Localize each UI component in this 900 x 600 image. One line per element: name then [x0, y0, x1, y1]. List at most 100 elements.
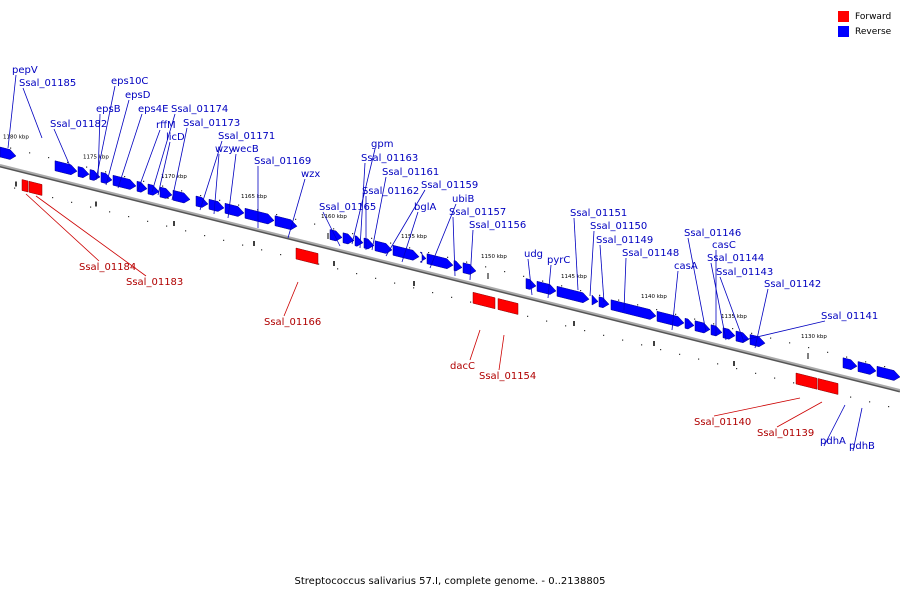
gene-label: dacC	[450, 361, 475, 372]
reverse-gene	[857, 361, 877, 375]
track-dot	[124, 176, 126, 178]
gene-label: Ssal_01142	[764, 279, 821, 290]
legend-forward-label: Forward	[855, 11, 892, 22]
track-dot	[865, 361, 867, 363]
reverse-gene	[208, 198, 225, 212]
track-dot	[447, 256, 449, 258]
gene-label: Ssal_01150	[590, 221, 647, 232]
track-dot	[432, 292, 434, 294]
legend-forward: Forward	[838, 9, 900, 24]
track-dot	[413, 287, 415, 289]
track-dot	[143, 180, 145, 182]
reverse-gene	[876, 365, 900, 381]
gene-label: bglA	[414, 202, 436, 213]
track-dot	[751, 332, 753, 334]
tick-label: 1170 kbp	[161, 174, 187, 180]
track-dot	[333, 228, 335, 230]
leader-line	[469, 229, 474, 281]
leader-line	[589, 230, 595, 297]
track-dot	[181, 190, 183, 192]
track-dot	[48, 157, 50, 159]
tick-label: 1155 kbp	[401, 234, 427, 240]
gene-label: Ssal_01144	[707, 253, 764, 264]
gene-label: Ssal_01141	[821, 311, 878, 322]
gene-label: pyrC	[547, 255, 570, 266]
track-dot	[147, 220, 149, 222]
reverse-gene	[453, 260, 463, 272]
track-dot	[185, 230, 187, 232]
leader-line	[322, 211, 341, 247]
gene-label: gpm	[371, 139, 393, 150]
track-dot	[565, 325, 567, 327]
gene-label: wzy	[215, 144, 234, 155]
leader-line	[97, 113, 101, 179]
track-dot	[371, 237, 373, 239]
reverse-gene	[342, 232, 355, 245]
leader-line	[157, 141, 171, 196]
track-dot	[295, 218, 297, 220]
legend-reverse: Reverse	[838, 24, 900, 39]
track-dot	[546, 320, 548, 322]
gene-label: Ssal_01171	[218, 131, 275, 142]
leader-line	[623, 257, 627, 311]
reverse-gene	[224, 202, 245, 217]
reverse-gene	[462, 262, 477, 275]
track-dot	[337, 268, 339, 270]
leader-line	[22, 87, 43, 139]
gene-label: Ssal_01165	[319, 202, 376, 213]
tick-label: 1145 kbp	[561, 274, 587, 280]
gene-label: wzx	[301, 169, 320, 180]
reverse-gene	[354, 235, 364, 247]
track-dot	[390, 242, 392, 244]
gene-label: Ssal_01183	[126, 277, 183, 288]
gene-label: Ssal_01157	[449, 207, 506, 218]
forward-gene	[21, 179, 29, 193]
reverse-gene	[112, 174, 137, 190]
track-dot	[466, 261, 468, 263]
reverse-gene	[195, 195, 209, 208]
gene-label: Ssal_01146	[684, 228, 741, 239]
gene-label: epsD	[125, 90, 151, 101]
track-dot	[280, 254, 282, 256]
leader-line	[743, 320, 826, 341]
leader-line	[35, 195, 147, 277]
tick-label: 1130 kbp	[801, 334, 827, 340]
track-dot	[314, 223, 316, 225]
reverse-gene	[392, 244, 420, 261]
gene-label: Ssal_01140	[694, 417, 751, 428]
track-dot	[827, 351, 829, 353]
leader-line	[227, 153, 237, 219]
gene-label: ubiB	[452, 194, 474, 205]
track-dot	[523, 275, 525, 277]
track-dot	[641, 344, 643, 346]
track-dot	[622, 339, 624, 341]
gene-label: Ssal_01173	[183, 118, 240, 129]
track-dot	[242, 244, 244, 246]
leader-line	[95, 85, 116, 181]
leader-line	[776, 401, 823, 428]
leader-line	[171, 127, 188, 201]
gene-label: Ssal_01184	[79, 262, 136, 273]
track-dot	[200, 195, 202, 197]
track-dot	[166, 225, 168, 227]
gene-label: pdhA	[820, 436, 846, 447]
reverse-gene	[684, 317, 695, 330]
track-dot	[850, 396, 852, 398]
gene-label: Ssal_01143	[716, 267, 773, 278]
forward-swatch	[838, 11, 849, 22]
gene-label: udg	[524, 249, 543, 260]
leader-line	[213, 153, 220, 215]
leader-line	[199, 140, 223, 211]
reverse-gene	[363, 237, 375, 250]
leader-line	[719, 276, 745, 343]
gene-label: casA	[674, 261, 698, 272]
reverse-gene	[710, 324, 723, 337]
track-dot	[204, 235, 206, 237]
reverse-gene	[172, 189, 191, 204]
gene-label: Ssal_01163	[361, 153, 418, 164]
track-dot	[394, 282, 396, 284]
gene-label: pdhB	[849, 441, 875, 452]
reverse-gene	[591, 294, 599, 306]
gene-label: Ssal_01169	[254, 156, 311, 167]
leader-line	[25, 193, 100, 262]
